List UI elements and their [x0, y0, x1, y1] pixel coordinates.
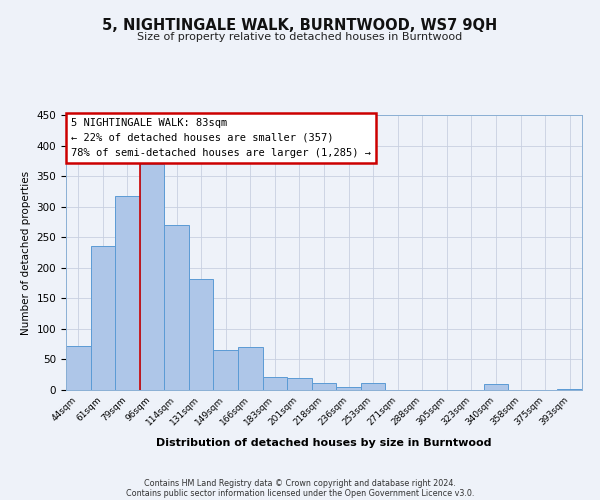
Bar	[115, 196, 140, 390]
Bar	[287, 378, 312, 390]
Text: Contains HM Land Registry data © Crown copyright and database right 2024.: Contains HM Land Registry data © Crown c…	[144, 478, 456, 488]
Bar	[140, 164, 164, 390]
X-axis label: Distribution of detached houses by size in Burntwood: Distribution of detached houses by size …	[156, 438, 492, 448]
Text: 5 NIGHTINGALE WALK: 83sqm
← 22% of detached houses are smaller (357)
78% of semi: 5 NIGHTINGALE WALK: 83sqm ← 22% of detac…	[71, 118, 371, 158]
Bar	[484, 384, 508, 390]
Bar	[238, 347, 263, 390]
Bar	[263, 376, 287, 390]
Bar	[557, 389, 582, 390]
Text: Size of property relative to detached houses in Burntwood: Size of property relative to detached ho…	[137, 32, 463, 42]
Bar	[164, 225, 189, 390]
Text: Contains public sector information licensed under the Open Government Licence v3: Contains public sector information licen…	[126, 488, 474, 498]
Text: 5, NIGHTINGALE WALK, BURNTWOOD, WS7 9QH: 5, NIGHTINGALE WALK, BURNTWOOD, WS7 9QH	[103, 18, 497, 32]
Bar	[66, 346, 91, 390]
Bar	[189, 279, 214, 390]
Bar	[336, 387, 361, 390]
Bar	[91, 246, 115, 390]
Bar	[361, 384, 385, 390]
Bar	[312, 384, 336, 390]
Y-axis label: Number of detached properties: Number of detached properties	[21, 170, 31, 334]
Bar	[214, 350, 238, 390]
